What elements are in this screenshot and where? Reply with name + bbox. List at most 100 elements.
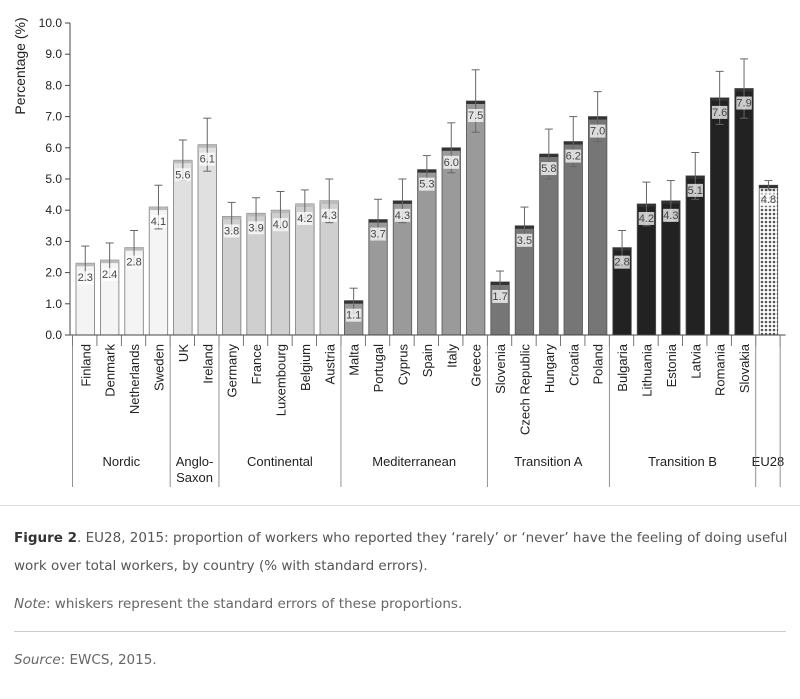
data-label-box: [297, 211, 313, 225]
data-label-box: [492, 289, 508, 303]
data-label: 7.5: [468, 110, 483, 122]
x-tick-label: Estonia: [664, 343, 679, 387]
x-tick-label: Ireland: [200, 344, 215, 384]
data-label-box: [248, 221, 264, 235]
x-tick-label: Greece: [469, 344, 484, 387]
data-label-box: [370, 227, 386, 241]
data-label: 2.8: [614, 257, 629, 269]
data-label-box: [541, 162, 557, 176]
x-tick-label: Austria: [322, 343, 337, 384]
data-label: 2.8: [126, 257, 141, 269]
bar-spain: [417, 169, 437, 336]
data-label-box: [345, 308, 362, 322]
y-tick-label: 7.0: [45, 110, 62, 124]
x-tick-label: Sweden: [151, 344, 166, 391]
y-tick-label: 9.0: [45, 47, 62, 61]
x-tick-label: Lithuania: [639, 343, 654, 397]
data-label-box: [663, 208, 679, 222]
y-axis: 0.0 1.0 2.0 3.0 4.0 5.0 6.0 7.0 8.0 9.0 10.0: [39, 16, 71, 342]
x-tick-label: Croatia: [566, 343, 581, 386]
data-label: 6.0: [444, 157, 459, 169]
x-tick-label: Romania: [713, 343, 728, 396]
bar-greece: [465, 100, 486, 336]
y-tick-label: 0.0: [45, 328, 62, 342]
source-text: : EWCS, 2015.: [60, 652, 157, 668]
x-tick-label: UK: [176, 344, 191, 362]
y-tick-label: 8.0: [45, 78, 62, 92]
y-axis-label: Percentage (%): [12, 17, 28, 114]
data-label: 7.0: [590, 126, 605, 138]
x-tick-label: Slovakia: [737, 343, 752, 393]
data-label: 6.2: [566, 151, 581, 163]
data-label: 7.9: [736, 98, 751, 110]
data-label-box: [272, 218, 289, 232]
x-tick-label: Spain: [420, 344, 435, 377]
data-label-box: [77, 271, 93, 285]
data-label: 4.2: [297, 213, 312, 225]
data-label: 5.6: [175, 169, 190, 181]
data-label-box: [150, 215, 167, 229]
data-label-box: [321, 208, 337, 222]
figure-source: Source: EWCS, 2015.: [14, 649, 790, 671]
data-label: 2.3: [78, 272, 93, 284]
data-label-box: [760, 193, 777, 207]
chart-area: 0.0 1.0 2.0 3.0 4.0 5.0 6.0 7.0 8.0 9.0 10.0 2.3 2.…: [12, 16, 786, 487]
data-label-box: [638, 211, 655, 225]
group-label: Nordic: [103, 454, 141, 469]
y-tick-label: 10.0: [39, 16, 63, 30]
x-tick-label: Italy: [444, 344, 459, 368]
data-label-box: [175, 168, 191, 182]
x-tick-label: Portugal: [371, 344, 386, 393]
data-label: 5.1: [688, 185, 703, 197]
bar-slovakia: [734, 88, 754, 336]
y-tick-label: 2.0: [45, 266, 62, 280]
x-tick-label: Malta: [347, 343, 362, 376]
x-tick-label: Denmark: [103, 344, 118, 397]
figure-caption-text: . EU28, 2015: proportion of workers who …: [14, 530, 788, 574]
data-label-box: [223, 224, 240, 238]
data-label-box: [443, 155, 459, 169]
x-tick-label: Belgium: [298, 344, 313, 391]
x-tick-label: Poland: [591, 344, 606, 384]
data-label-box: [419, 177, 435, 191]
data-label: 7.6: [712, 107, 727, 119]
figure-note: Note: whiskers represent the standard er…: [14, 593, 790, 615]
data-label: 1.7: [492, 291, 507, 303]
data-label-box: [614, 255, 630, 269]
data-label: 5.3: [419, 179, 434, 191]
group-label: Transition A: [514, 454, 582, 469]
note-text: : whiskers represent the standard errors…: [45, 596, 463, 612]
bar-poland: [588, 116, 608, 336]
data-label: 6.1: [200, 154, 215, 166]
data-label-box: [565, 149, 581, 163]
data-label-box: [687, 183, 703, 197]
x-tick-label: France: [249, 344, 264, 384]
figure-label: Figure 2: [14, 530, 78, 546]
x-tick-label: Czech Republic: [517, 344, 532, 436]
x-tick-label: Netherlands: [127, 344, 142, 415]
data-label: 4.3: [322, 210, 337, 222]
x-tick-label: Luxembourg: [273, 344, 288, 416]
figure-caption: Figure 2. EU28, 2015: proportion of work…: [14, 524, 790, 580]
data-label-box: [711, 105, 728, 119]
caption-divider: [14, 631, 786, 632]
x-tick-label: Bulgaria: [615, 343, 630, 391]
y-tick-label: 5.0: [45, 172, 62, 186]
group-label: Mediterranean: [372, 454, 456, 469]
x-tick-label: Hungary: [542, 344, 557, 394]
data-label: 5.8: [541, 163, 556, 175]
bar-uk: [173, 159, 193, 336]
data-label-box: [101, 268, 118, 282]
data-label-box: [589, 124, 606, 138]
data-label: 4.3: [663, 210, 678, 222]
x-axis: Finland Denmark Netherlands Sweden UK Ireland…: [70, 334, 786, 487]
bar-italy: [441, 147, 461, 336]
data-label: 1.1: [346, 310, 361, 322]
data-label-box: [467, 109, 484, 122]
y-tick-label: 4.0: [45, 203, 62, 217]
data-label: 4.3: [395, 210, 410, 222]
bar-series: 2.3 2.4 2.8 4.1 5.6 6.1 3.8 3.9 4.0 4.2 4.3 1.1 3.7 4…: [75, 58, 779, 336]
caption-top-rule: [0, 505, 800, 506]
data-label-box: [199, 152, 215, 166]
group-label: EU28: [752, 454, 785, 469]
